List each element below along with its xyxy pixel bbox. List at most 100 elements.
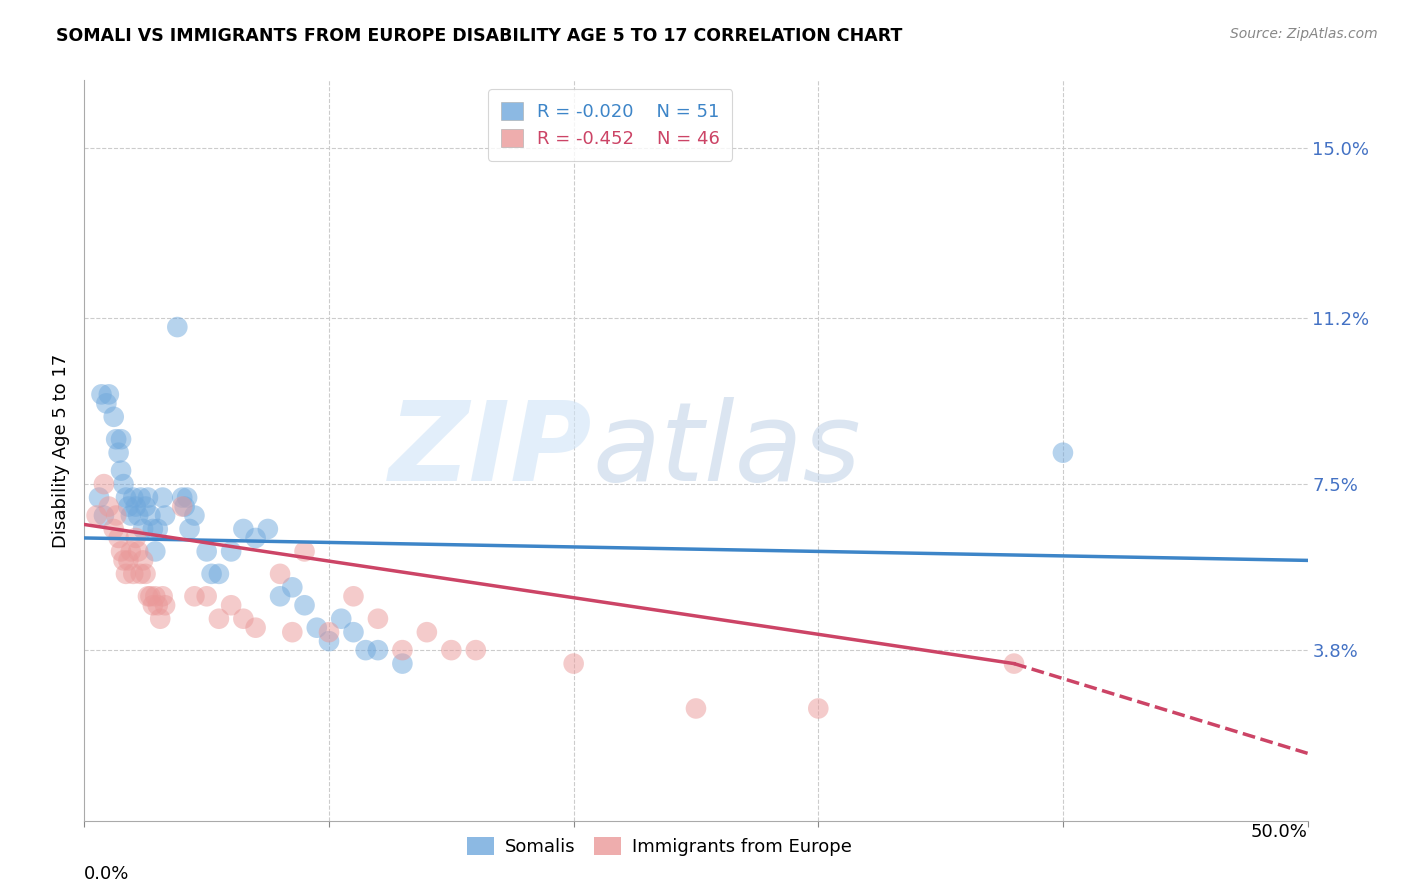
Point <box>173 500 195 514</box>
Point <box>245 531 267 545</box>
Point <box>112 553 135 567</box>
Point <box>127 544 149 558</box>
Point <box>97 387 120 401</box>
Point <box>143 589 166 603</box>
Text: 50.0%: 50.0% <box>1251 823 1308 841</box>
Point <box>93 477 115 491</box>
Point <box>120 544 142 558</box>
Text: ZIP: ZIP <box>388 397 592 504</box>
Point <box>146 599 169 613</box>
Point <box>685 701 707 715</box>
Point <box>129 491 152 505</box>
Legend: Somalis, Immigrants from Europe: Somalis, Immigrants from Europe <box>460 830 859 863</box>
Point <box>318 634 340 648</box>
Point <box>139 589 162 603</box>
Point <box>103 409 125 424</box>
Point <box>117 553 139 567</box>
Point <box>112 477 135 491</box>
Point <box>562 657 585 671</box>
Point <box>208 612 231 626</box>
Point <box>318 625 340 640</box>
Point <box>110 544 132 558</box>
Point <box>87 491 110 505</box>
Point <box>153 599 176 613</box>
Point <box>200 566 222 581</box>
Point <box>149 612 172 626</box>
Point <box>86 508 108 523</box>
Point <box>172 500 194 514</box>
Point <box>416 625 439 640</box>
Point <box>96 396 118 410</box>
Point <box>120 508 142 523</box>
Point <box>342 589 364 603</box>
Point <box>367 643 389 657</box>
Point <box>136 589 159 603</box>
Point <box>152 491 174 505</box>
Point <box>294 544 316 558</box>
Point <box>136 491 159 505</box>
Point <box>127 508 149 523</box>
Point <box>103 522 125 536</box>
Point <box>117 500 139 514</box>
Point <box>232 522 254 536</box>
Point <box>105 508 128 523</box>
Point <box>1002 657 1025 671</box>
Point <box>146 522 169 536</box>
Point <box>105 432 128 446</box>
Point <box>93 508 115 523</box>
Point <box>464 643 486 657</box>
Point <box>245 621 267 635</box>
Point <box>176 491 198 505</box>
Text: SOMALI VS IMMIGRANTS FROM EUROPE DISABILITY AGE 5 TO 17 CORRELATION CHART: SOMALI VS IMMIGRANTS FROM EUROPE DISABIL… <box>56 27 903 45</box>
Point <box>354 643 377 657</box>
Point <box>440 643 463 657</box>
Point <box>90 387 112 401</box>
Point <box>122 491 145 505</box>
Point <box>305 621 328 635</box>
Point <box>330 612 353 626</box>
Point <box>195 544 218 558</box>
Point <box>172 491 194 505</box>
Point <box>143 544 166 558</box>
Point <box>139 508 162 523</box>
Point <box>142 522 165 536</box>
Point <box>166 320 188 334</box>
Point <box>107 446 129 460</box>
Text: atlas: atlas <box>592 397 860 504</box>
Point <box>129 566 152 581</box>
Point <box>257 522 280 536</box>
Point <box>110 432 132 446</box>
Point <box>269 566 291 581</box>
Point <box>183 508 205 523</box>
Point <box>219 544 242 558</box>
Point <box>110 464 132 478</box>
Point <box>122 566 145 581</box>
Y-axis label: Disability Age 5 to 17: Disability Age 5 to 17 <box>52 353 70 548</box>
Point <box>153 508 176 523</box>
Point <box>125 500 148 514</box>
Point <box>115 566 138 581</box>
Point <box>281 625 304 640</box>
Point <box>208 566 231 581</box>
Point <box>342 625 364 640</box>
Point <box>232 612 254 626</box>
Point <box>219 599 242 613</box>
Point <box>132 553 155 567</box>
Point <box>294 599 316 613</box>
Point <box>132 522 155 536</box>
Point <box>183 589 205 603</box>
Point <box>391 643 413 657</box>
Point <box>807 701 830 715</box>
Point <box>115 491 138 505</box>
Text: 0.0%: 0.0% <box>84 865 129 883</box>
Point <box>142 599 165 613</box>
Text: Source: ZipAtlas.com: Source: ZipAtlas.com <box>1230 27 1378 41</box>
Point <box>152 589 174 603</box>
Point <box>1052 446 1074 460</box>
Point <box>281 580 304 594</box>
Point <box>125 531 148 545</box>
Point <box>195 589 218 603</box>
Point <box>179 522 201 536</box>
Point <box>367 612 389 626</box>
Point <box>107 531 129 545</box>
